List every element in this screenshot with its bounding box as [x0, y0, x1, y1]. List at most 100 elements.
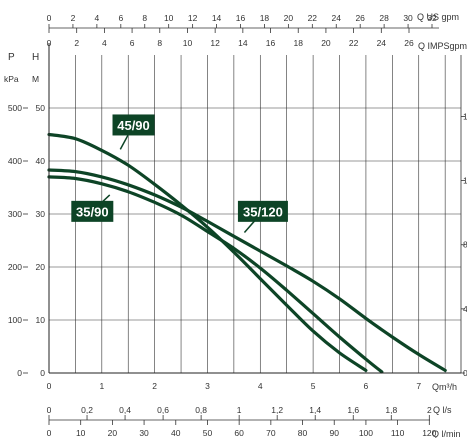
- top-axis-2-tick-label: 16: [266, 38, 276, 48]
- bottom-axis-2-tick-label: 10: [76, 428, 86, 438]
- x-tick-label: 7: [416, 381, 421, 391]
- y-tick-label-m: 30: [36, 209, 46, 219]
- top-axis-2-tick-label: 22: [349, 38, 359, 48]
- y-tick-label-kpa: 100: [8, 315, 22, 325]
- top-axis-1-tick-label: 30: [403, 13, 413, 23]
- y-axis-title-head: H: [32, 52, 39, 63]
- x-tick-label: 0: [47, 381, 52, 391]
- bottom-axis-1-tick-label: 0,4: [119, 405, 131, 415]
- bottom-axis-2-tick-label: 0: [47, 428, 52, 438]
- y-tick-label-m: 20: [36, 262, 46, 272]
- y-tick-label-kpa: 500: [8, 103, 22, 113]
- right-tick-label: 8: [463, 240, 467, 250]
- y-tick-label-m: 10: [36, 315, 46, 325]
- curve-labels: 45/90 35/90 35/120: [71, 114, 288, 234]
- y-tick-label-m: 40: [36, 156, 46, 166]
- curve-label-box: [237, 200, 288, 222]
- top-axis-2-tick-label: 14: [238, 38, 248, 48]
- pump-curves: [47, 132, 447, 374]
- bottom-axis-1-tick-label: 1,2: [271, 405, 283, 415]
- y-tick-label-kpa: 0: [17, 368, 22, 378]
- curve-label-text: 35/120: [243, 204, 283, 219]
- curve-label-text: 45/90: [117, 118, 150, 133]
- y-axis-unit-m: M: [32, 74, 39, 84]
- y-tick-label-m: 0: [40, 368, 45, 378]
- x-tick-label: 2: [152, 381, 157, 391]
- top-axis-1-tick-label: 22: [308, 13, 318, 23]
- curve-label-box: [112, 114, 155, 136]
- top-axis-2-tick-label: 6: [130, 38, 135, 48]
- top-axis-2-tick-label: 8: [157, 38, 162, 48]
- y-tick-label-kpa: 400: [8, 156, 22, 166]
- bottom-axis-1-title: Q l/s: [433, 405, 452, 415]
- curve-35-90: [47, 175, 384, 374]
- bottom-axis-2-tick-label: 20: [108, 428, 118, 438]
- top-axis-1-tick-label: 28: [379, 13, 389, 23]
- right-tick-label: 12: [463, 176, 467, 186]
- top-axis-1-tick-label: 16: [236, 13, 246, 23]
- top-axis-2-tick-label: 2: [74, 38, 79, 48]
- top-axis-2-tick-label: 26: [404, 38, 414, 48]
- top-axis-1-tick-label: 10: [164, 13, 174, 23]
- bottom-axis-2-tick-label: 120: [422, 428, 436, 438]
- bottom-axis-2-tick-label: 70: [266, 428, 276, 438]
- chart-grid: [48, 55, 462, 374]
- bottom-axis-2-tick-label: 40: [171, 428, 181, 438]
- top-axis-2-tick-label: 0: [47, 38, 52, 48]
- top-axis-1-tick-label: 12: [188, 13, 198, 23]
- top-axis-2-tick-label: 4: [102, 38, 107, 48]
- x-tick-label: 5: [311, 381, 316, 391]
- bottom-axis-2-tick-label: 60: [234, 428, 244, 438]
- bottom-axis-2-tick-label: 90: [329, 428, 339, 438]
- x-tick-label: 1: [99, 381, 104, 391]
- bottom-axis-1-tick-label: 1,8: [385, 405, 397, 415]
- bottom-axis-1-tick-label: 0,8: [195, 405, 207, 415]
- bottom-axis-1-tick-label: 2: [427, 405, 432, 415]
- right-tick-label: 16: [463, 111, 467, 121]
- y-axis-unit-kpa: kPa: [4, 74, 19, 84]
- y-tick-label-kpa: 200: [8, 262, 22, 272]
- top-axis-2-tick-label: 18: [293, 38, 303, 48]
- x-tick-label: 4: [258, 381, 263, 391]
- bottom-axis-1-tick-label: 1: [237, 405, 242, 415]
- y-tick-label-m: 50: [36, 103, 46, 113]
- x-tick-label: 6: [364, 381, 369, 391]
- top-axis-2-tick-label: 12: [210, 38, 220, 48]
- top-axis-1-tick-label: 14: [212, 13, 222, 23]
- top-axis-1-tick-label: 32: [427, 13, 437, 23]
- y-axis-title-pressure: P: [8, 52, 15, 63]
- curve-35-120: [47, 168, 447, 372]
- top-axis-1-tick-label: 18: [260, 13, 270, 23]
- right-tick-label: 4: [463, 304, 467, 314]
- top-axis-1-tick-label: 2: [71, 13, 76, 23]
- top-axis-2-tick-label: 20: [321, 38, 331, 48]
- top-axis-2-tick-label: 24: [377, 38, 387, 48]
- top-axis-1-tick-label: 0: [47, 13, 52, 23]
- y-tick-label-kpa: 300: [8, 209, 22, 219]
- bottom-axis-1-tick-label: 0,2: [81, 405, 93, 415]
- top-axis-1-tick-label: 4: [95, 13, 100, 23]
- bottom-axis-1-tick-label: 1,4: [309, 405, 321, 415]
- bottom-axis-2-tick-label: 100: [359, 428, 373, 438]
- bottom-axis-1-tick-label: 1,6: [347, 405, 359, 415]
- bottom-axis-1-tick-label: 0: [47, 405, 52, 415]
- chart-axes: 0010100202003030040400505000123456704812…: [8, 13, 467, 438]
- x-axis-title-m3h: Qm³/h: [432, 382, 457, 392]
- bottom-axis-2-tick-label: 30: [139, 428, 149, 438]
- curve-45-90: [47, 132, 368, 372]
- x-tick-label: 3: [205, 381, 210, 391]
- top-axis-1-tick-label: 6: [118, 13, 123, 23]
- top-axis-1-tick-label: 24: [332, 13, 342, 23]
- top-axis-1-tick-label: 8: [142, 13, 147, 23]
- bottom-axis-2-tick-label: 80: [298, 428, 308, 438]
- top-axis-1-title: Q US gpm: [417, 12, 459, 22]
- curve-label-box: [71, 200, 114, 222]
- top-axis-1-tick-label: 26: [355, 13, 365, 23]
- bottom-axis-2-tick-label: 50: [203, 428, 213, 438]
- right-tick-label: 0: [463, 368, 467, 378]
- top-axis-1-tick-label: 20: [284, 13, 294, 23]
- bottom-axis-2-tick-label: 110: [391, 428, 405, 438]
- top-axis-2-tick-label: 10: [183, 38, 193, 48]
- top-axis-2-title: Q IMPSgpm: [418, 41, 467, 51]
